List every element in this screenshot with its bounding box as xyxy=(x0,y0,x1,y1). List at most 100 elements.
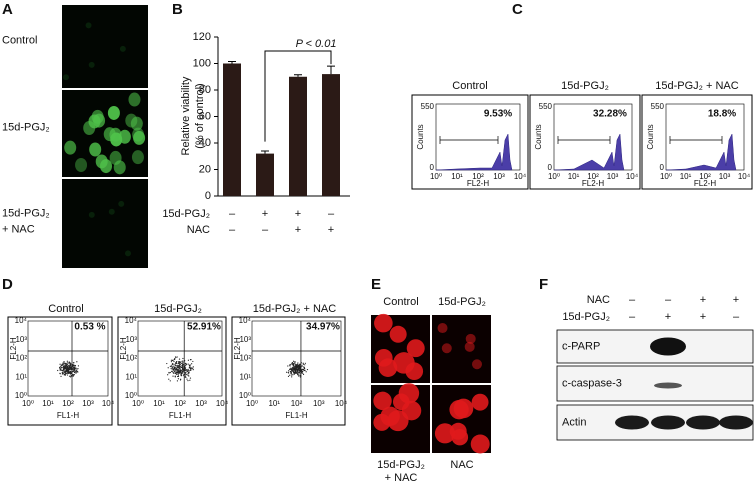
treatment-sign: + xyxy=(700,311,706,323)
blot-band xyxy=(615,415,649,430)
event-dot xyxy=(183,370,186,372)
bar xyxy=(223,63,241,196)
event-dot xyxy=(183,374,185,377)
x-tick-label: 10² xyxy=(174,399,186,408)
treatment-sign: + xyxy=(665,311,671,323)
cell xyxy=(378,358,398,378)
event-dot xyxy=(298,375,300,377)
y-tick-label: 10¹ xyxy=(15,372,27,381)
event-dot xyxy=(182,365,184,367)
row-label: + NAC xyxy=(2,223,35,235)
event-dot xyxy=(77,371,79,373)
event-dot xyxy=(300,365,302,368)
event-dot xyxy=(291,362,294,364)
event-dot xyxy=(60,365,62,367)
treatment-label: 15d-PGJ₂ xyxy=(562,311,610,323)
event-dot xyxy=(62,364,64,366)
event-dot xyxy=(64,362,66,364)
cell xyxy=(131,150,144,165)
event-dot xyxy=(171,367,174,369)
event-dot xyxy=(292,365,295,367)
event-dot xyxy=(74,368,76,370)
event-dot xyxy=(167,374,169,376)
event-dot xyxy=(189,359,192,361)
event-dot xyxy=(192,366,194,368)
x-axis-label: FL2-H xyxy=(582,179,604,188)
event-dot xyxy=(183,367,185,370)
event-dot xyxy=(63,367,65,369)
event-dot xyxy=(291,366,294,368)
event-dot xyxy=(68,361,71,364)
event-dot xyxy=(65,372,67,374)
cell xyxy=(380,406,400,427)
treatment-sign: – xyxy=(328,208,335,220)
event-dot xyxy=(72,363,74,366)
event-dot xyxy=(63,361,65,363)
blot-frame xyxy=(556,365,754,402)
event-dot xyxy=(73,374,75,376)
cell xyxy=(89,142,102,157)
event-dot xyxy=(189,379,191,381)
event-dot xyxy=(168,378,170,380)
event-dot xyxy=(178,358,181,360)
panel-letter: D xyxy=(2,276,13,293)
event-dot xyxy=(172,369,174,371)
blot-band xyxy=(686,415,720,430)
plot-frame xyxy=(529,94,641,190)
quadrant-percent: 34.97% xyxy=(306,322,340,333)
y-tick-label: 10¹ xyxy=(125,372,137,381)
event-dot xyxy=(182,363,184,365)
event-dot xyxy=(298,374,300,376)
x-tick-label: 10⁰ xyxy=(132,399,144,408)
event-dot xyxy=(191,367,193,369)
event-dot xyxy=(66,366,68,369)
column-label: Control xyxy=(383,296,418,308)
y-tick-label: 10² xyxy=(239,354,251,363)
event-dot xyxy=(175,361,178,363)
x-tick-label: 10⁴ xyxy=(102,399,115,408)
bar xyxy=(322,74,340,196)
plot-frame xyxy=(231,316,346,426)
event-dot xyxy=(300,375,302,377)
event-dot xyxy=(186,378,188,380)
event-dot xyxy=(74,370,76,373)
event-dot xyxy=(184,365,186,367)
cell xyxy=(392,393,410,411)
cell xyxy=(374,313,393,333)
event-dot xyxy=(59,372,61,374)
event-dot xyxy=(292,370,294,372)
event-dot xyxy=(177,367,179,369)
event-dot xyxy=(189,366,191,368)
row-label: c-caspase-3 xyxy=(562,377,622,389)
event-dot xyxy=(69,363,71,366)
event-dot xyxy=(72,368,74,370)
event-dot xyxy=(66,362,68,364)
event-dot xyxy=(66,365,69,368)
event-dot xyxy=(170,359,173,361)
y-tick-label: 550 xyxy=(651,102,665,111)
event-dot xyxy=(177,375,180,377)
event-dot xyxy=(185,364,187,366)
histogram xyxy=(665,133,737,171)
cell xyxy=(88,211,95,218)
x-tick-label: 10² xyxy=(291,399,303,408)
event-dot xyxy=(306,368,309,371)
event-dot xyxy=(59,367,61,370)
event-dot xyxy=(188,366,191,369)
row-label: 15d-PGJ₂ xyxy=(2,121,50,133)
event-dot xyxy=(71,363,73,366)
event-dot xyxy=(62,366,64,368)
x-tick-label: 10² xyxy=(472,172,484,181)
cell xyxy=(108,208,115,215)
plot-frame xyxy=(7,316,113,426)
event-dot xyxy=(304,364,306,366)
event-dot xyxy=(66,372,69,374)
event-dot xyxy=(295,364,297,366)
cell xyxy=(441,343,452,354)
event-dot xyxy=(304,368,306,370)
column-label: 15d-PGJ₂ xyxy=(438,296,486,308)
panel-letter: E xyxy=(371,276,381,293)
event-dot xyxy=(65,364,67,366)
event-dot xyxy=(297,368,299,370)
y-tick-label: 10⁴ xyxy=(125,316,138,325)
